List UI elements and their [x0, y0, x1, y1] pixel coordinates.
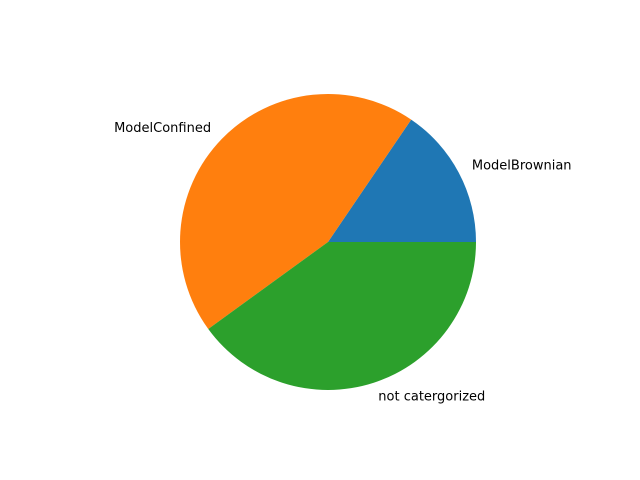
pie-slices	[180, 94, 476, 390]
pie-label-modelbrownian: ModelBrownian	[472, 158, 572, 173]
pie-label-modelconfined: ModelConfined	[114, 121, 211, 136]
pie-label-not-catergorized: not catergorized	[378, 389, 485, 404]
